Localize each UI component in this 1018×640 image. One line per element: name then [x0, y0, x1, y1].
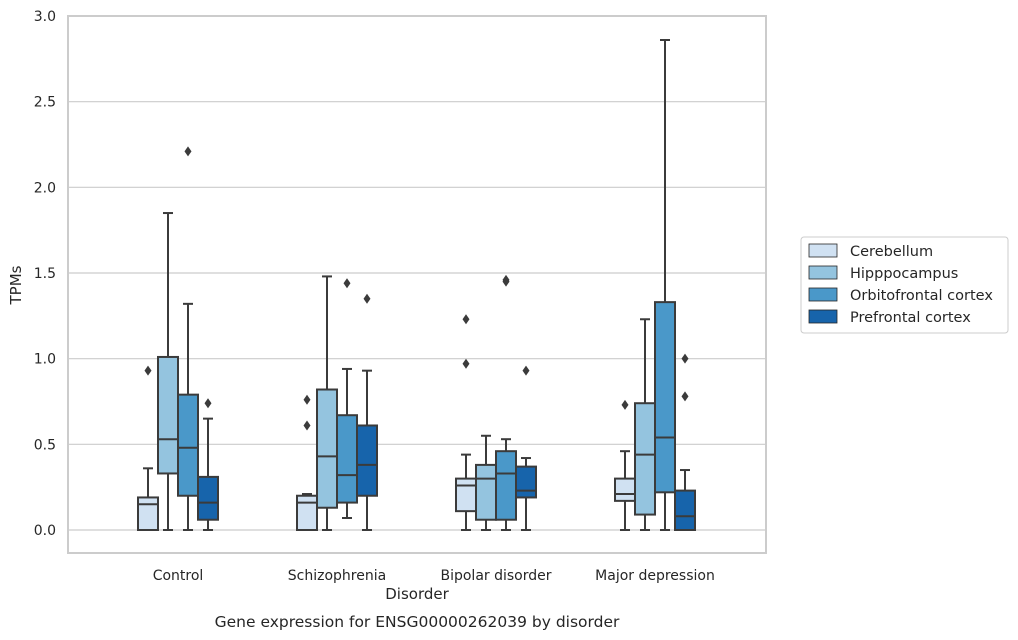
- y-tick-label: 0.5: [34, 437, 56, 453]
- outlier-point: [204, 398, 212, 409]
- outlier-point: [363, 293, 371, 304]
- box-body: [495, 450, 517, 521]
- y-axis-label: TPMs: [7, 265, 25, 305]
- outlier-point: [502, 276, 510, 287]
- legend-swatch: [808, 309, 838, 324]
- x-tick-label: Schizophrenia: [288, 568, 386, 584]
- box-cerebellum: [137, 365, 159, 531]
- box-orbitofrontal-cortex: [654, 38, 676, 531]
- plot-frame: [67, 15, 767, 554]
- outlier-point: [343, 278, 351, 289]
- chart-title: Gene expression for ENSG00000262039 by d…: [215, 613, 620, 631]
- legend-label: Cerebellum: [850, 244, 933, 260]
- y-tick-label: 0.0: [34, 523, 56, 539]
- box-cerebellum: [455, 314, 477, 531]
- box-prefrontal-cortex: [515, 365, 537, 531]
- y-tick-label: 1.5: [34, 266, 56, 282]
- box-body: [614, 477, 636, 502]
- outlier-point: [681, 391, 689, 402]
- legend-label: Hipppocampus: [850, 266, 958, 282]
- box-body: [336, 414, 358, 504]
- box-body: [137, 496, 159, 531]
- box-body: [475, 463, 497, 521]
- box-body: [197, 475, 219, 521]
- x-tick-label: Major depression: [595, 568, 715, 584]
- y-tick-label: 1.0: [34, 352, 56, 368]
- box-body: [515, 465, 537, 499]
- outlier-point: [621, 399, 629, 410]
- outlier-point: [184, 146, 192, 157]
- outlier-point: [462, 358, 470, 369]
- legend-swatch: [808, 243, 838, 258]
- box-cerebellum: [614, 399, 636, 531]
- box-body: [455, 477, 477, 513]
- x-tick-label: Bipolar disorder: [440, 568, 551, 584]
- box-prefrontal-cortex: [197, 398, 219, 531]
- outlier-point: [462, 314, 470, 325]
- legend-frame: [800, 236, 1009, 334]
- box-body: [157, 355, 179, 475]
- box-hipppocampus: [475, 434, 497, 531]
- box-orbitofrontal-cortex: [177, 146, 199, 531]
- box-plots: [137, 38, 696, 532]
- x-axis-label: Disorder: [385, 585, 449, 603]
- box-body: [356, 424, 378, 497]
- y-tick-labels: 0.0 0.5 1.0 1.5 2.0 2.5 3.0: [34, 9, 56, 539]
- box-prefrontal-cortex: [356, 293, 378, 531]
- outlier-point: [144, 365, 152, 376]
- y-tick-label: 2.0: [34, 180, 56, 196]
- box-hipppocampus: [157, 212, 179, 531]
- box-body: [316, 388, 338, 509]
- x-tick-labels: Control Schizophrenia Bipolar disorder Majo…: [153, 568, 715, 584]
- box-cerebellum: [296, 394, 318, 532]
- outlier-point: [681, 353, 689, 364]
- box-body: [654, 301, 676, 494]
- box-prefrontal-cortex: [674, 353, 696, 531]
- outlier-point: [303, 420, 311, 431]
- box-body: [296, 494, 318, 532]
- box-hipppocampus: [316, 275, 338, 531]
- box-hipppocampus: [634, 318, 656, 531]
- legend: Cerebellum Hipppocampus Orbitofrontal cort…: [800, 236, 1009, 334]
- legend-swatch: [808, 287, 838, 302]
- y-tick-label: 3.0: [34, 9, 56, 25]
- legend-label: Prefrontal cortex: [850, 310, 971, 326]
- box-body: [634, 402, 656, 516]
- y-tick-label: 2.5: [34, 95, 56, 111]
- box-orbitofrontal-cortex: [495, 274, 517, 531]
- outlier-point: [303, 394, 311, 405]
- x-tick-label: Control: [153, 568, 204, 584]
- legend-label: Orbitofrontal cortex: [850, 288, 993, 304]
- outlier-point: [522, 365, 530, 376]
- box-body: [177, 393, 199, 497]
- box-body: [674, 489, 696, 531]
- box-orbitofrontal-cortex: [336, 278, 358, 520]
- legend-swatch: [808, 265, 838, 280]
